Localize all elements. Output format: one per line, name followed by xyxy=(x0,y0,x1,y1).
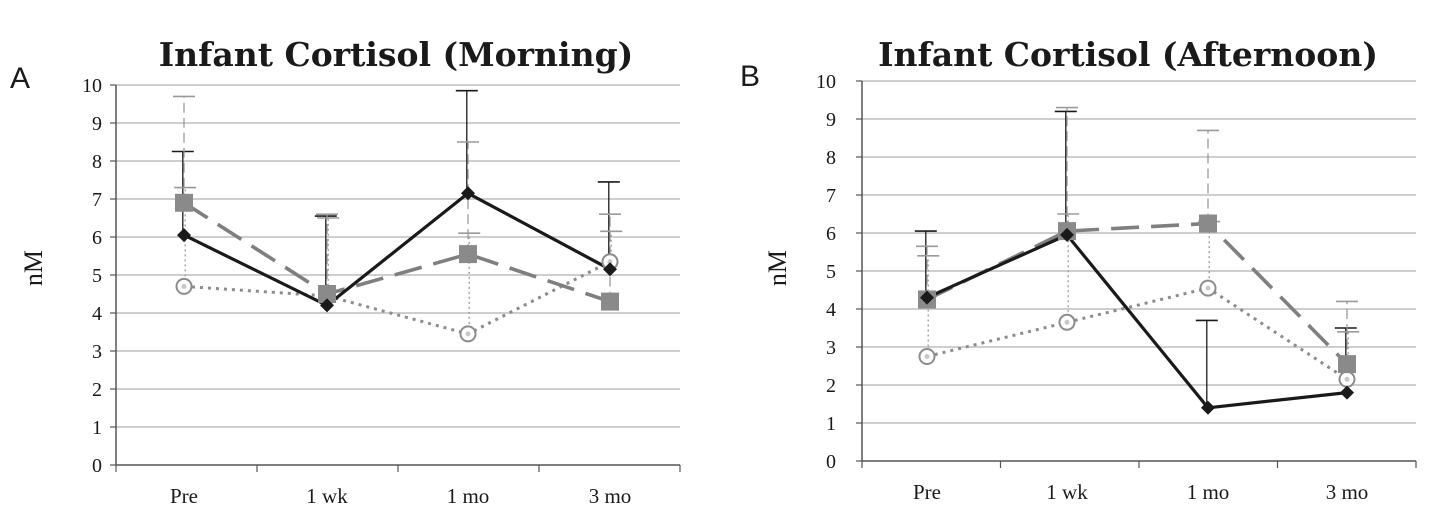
chart-a-svg: A Infant Cortisol (Morning) nM 0 1 2 3 4 5 6 7 8… xyxy=(10,35,681,508)
x-tick-label: 1 mo xyxy=(1187,480,1230,504)
panel-letter-a: A xyxy=(10,62,30,95)
y-tick-label: 2 xyxy=(826,375,836,397)
series-line xyxy=(926,286,1348,381)
y-tick-label: 4 xyxy=(826,299,836,321)
y-tick-label: 8 xyxy=(92,151,102,173)
panel-letter-b: B xyxy=(740,60,760,93)
data-point-diamond xyxy=(461,186,475,201)
x-tick-label: 1 wk xyxy=(1046,480,1088,504)
x-tick-label: Pre xyxy=(913,480,941,504)
y-tick-label: 5 xyxy=(826,261,836,283)
chart-title-a: Infant Cortisol (Morning) xyxy=(159,35,634,74)
chart-title-b: Infant Cortisol (Afternoon) xyxy=(878,35,1378,74)
data-point-square xyxy=(175,193,193,212)
data-point-circle-center xyxy=(1344,376,1350,382)
y-tick-label: 8 xyxy=(826,147,836,169)
y-tick-label: 2 xyxy=(92,379,102,401)
data-point-square xyxy=(1338,355,1356,374)
data-point-square xyxy=(318,285,336,303)
y-axis-label-b: nM xyxy=(763,250,792,286)
data-point-diamond xyxy=(1340,385,1354,400)
series-line xyxy=(926,221,1349,366)
y-axis-label-a: nM xyxy=(19,250,48,286)
chart-b-svg: B Infant Cortisol (Afternoon) nM 0 1 2 3 4 5 6… xyxy=(740,35,1417,504)
x-tick-label: Pre xyxy=(170,484,198,508)
series-line xyxy=(183,201,611,304)
data-point-diamond xyxy=(920,290,934,305)
chart-panel-a: A Infant Cortisol (Morning) nM 0 1 2 3 4 5 6 7 8… xyxy=(10,35,681,508)
x-tick-label: 1 wk xyxy=(306,484,348,508)
data-point-square xyxy=(1199,214,1217,233)
y-tick-label: 5 xyxy=(92,265,102,287)
data-point-diamond xyxy=(320,298,334,313)
data-point-diamond xyxy=(177,228,191,243)
x-tick-label: 3 mo xyxy=(1326,480,1369,504)
data-point-circle-center xyxy=(1064,319,1070,325)
series-line xyxy=(926,232,1348,410)
data-point-circle-center xyxy=(465,331,471,337)
y-tick-label: 10 xyxy=(816,71,836,93)
series-line xyxy=(183,191,611,308)
data-point-diamond xyxy=(1201,400,1215,415)
y-tick-label: 3 xyxy=(92,341,102,363)
y-tick-label: 0 xyxy=(92,455,102,477)
y-tick-label: 7 xyxy=(92,189,102,211)
y-tick-label: 0 xyxy=(826,451,836,473)
x-tick-label: 3 mo xyxy=(589,484,632,508)
y-tick-label: 6 xyxy=(826,223,836,245)
data-point-square xyxy=(459,245,477,264)
data-point-circle-center xyxy=(924,354,930,359)
y-tick-label: 1 xyxy=(826,413,836,435)
data-point-circle-center xyxy=(181,283,187,289)
y-tick-label: 1 xyxy=(92,417,102,439)
data-point-circle-center xyxy=(1205,285,1211,291)
data-point-circle-center xyxy=(607,259,613,265)
y-tick-label: 3 xyxy=(826,337,836,359)
x-tick-label: 1 mo xyxy=(447,484,490,508)
y-tick-label: 4 xyxy=(92,303,102,325)
y-tick-label: 6 xyxy=(92,227,102,249)
data-point-diamond xyxy=(603,262,617,277)
chart-panel-b: B Infant Cortisol (Afternoon) nM 0 1 2 3 4 5 6… xyxy=(728,0,1456,514)
y-tick-label: 9 xyxy=(92,113,102,135)
y-tick-label: 10 xyxy=(82,75,102,97)
data-point-diamond xyxy=(1060,227,1074,242)
y-tick-label: 7 xyxy=(826,185,836,207)
data-point-square xyxy=(601,292,619,311)
y-tick-label: 9 xyxy=(826,109,836,131)
series-line xyxy=(183,260,611,336)
